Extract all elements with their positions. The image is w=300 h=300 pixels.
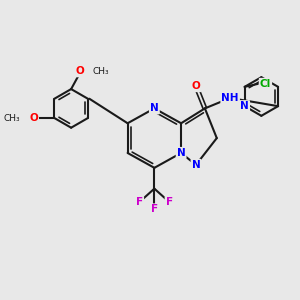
- Text: O: O: [29, 113, 38, 123]
- Text: N: N: [240, 101, 249, 111]
- Text: O: O: [192, 81, 200, 91]
- Text: CH₃: CH₃: [3, 113, 20, 122]
- Text: F: F: [136, 197, 143, 207]
- Text: O: O: [76, 66, 84, 76]
- Text: CH₃: CH₃: [92, 67, 109, 76]
- Text: N: N: [192, 160, 200, 170]
- Text: F: F: [166, 197, 173, 207]
- Text: N: N: [177, 148, 185, 158]
- Text: F: F: [151, 204, 158, 214]
- Text: N: N: [150, 103, 159, 113]
- Text: Cl: Cl: [260, 79, 271, 89]
- Text: NH: NH: [221, 93, 239, 103]
